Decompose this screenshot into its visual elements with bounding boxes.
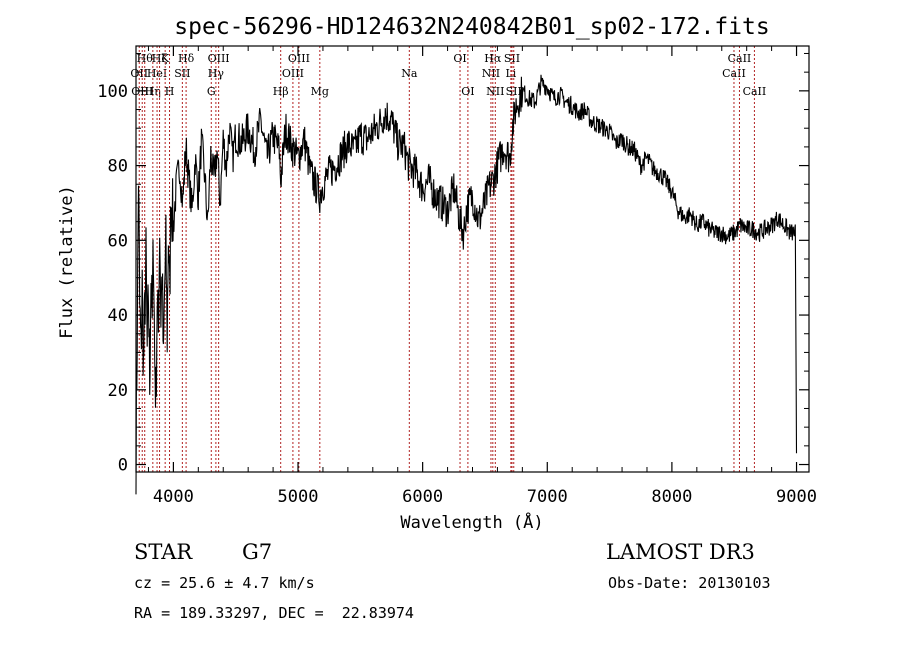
plot-frame [135,45,810,473]
x-tick-label: 9000 [776,487,817,507]
marker-label: Hθ [137,52,154,65]
y-tick-label: 100 [97,82,128,102]
marker-label: CaII [728,52,752,65]
marker-label: H [165,85,175,98]
x-tick-label: 8000 [651,487,692,507]
y-tick-label: 0 [118,456,128,476]
x-axis: 4000 5000 6000 7000 8000 9000 [147,46,817,507]
marker-label: Hα [484,52,502,65]
marker-label: OIII [288,52,310,65]
marker-label: OIII [131,85,153,98]
spectrum-chart: spec-56296-HD124632N240842B01_sp02-172.f… [57,14,817,533]
y-axis-label: Flux (relative) [57,185,77,339]
marker-label: OIII [282,67,304,80]
marker-label: OI [461,85,474,98]
marker-label: OI [453,52,466,65]
marker-label: CaII [722,67,746,80]
x-tick-label: 7000 [527,487,568,507]
y-tick-label: 60 [108,231,128,251]
marker-label: Hη [145,85,161,98]
marker-label: K [161,52,170,65]
spectral-line-markers: OII OIII Hθ Hη HeI HζK H SII Hδ G Hγ OIII Hβ OIII OIII… [130,46,766,472]
marker-label: HeI [147,67,167,80]
marker-label: Mg [311,85,329,98]
x-tick-label: 5000 [278,487,319,507]
y-tick-label: 40 [108,306,128,326]
marker-label: OIII [208,52,230,65]
marker-label: CaII [743,85,767,98]
y-axis: 0 20 40 60 80 100 [97,52,809,476]
spectral-subclass: G7 [242,540,273,564]
chart-title: spec-56296-HD124632N240842B01_sp02-172.f… [174,14,769,40]
marker-label: OII [130,67,148,80]
x-tick-label: 4000 [153,487,194,507]
x-axis-label: Wavelength (Å) [400,511,543,533]
marker-label: NII [486,85,504,98]
marker-label: Hγ [208,67,225,80]
survey-name: LAMOST DR3 [606,540,755,564]
x-tick-label: 6000 [402,487,443,507]
marker-label: SII [174,67,190,80]
radial-velocity: cz = 25.6 ± 4.7 km/s [134,574,315,592]
marker-label: G [207,85,216,98]
marker-label: Hδ [178,52,195,65]
object-type: STAR [134,540,193,564]
y-tick-label: 20 [108,381,128,401]
y-tick-label: 80 [108,157,128,177]
marker-label: Hζ [152,52,168,65]
marker-label: Hβ [273,85,289,98]
sky-coordinates: RA = 189.33297, DEC = 22.83974 [134,604,414,622]
marker-label: SII [504,52,520,65]
marker-label: SII [506,85,522,98]
marker-label: Li [505,67,516,80]
spectrum-series-line [135,74,798,495]
marker-label: Na [401,67,418,80]
observation-date: Obs-Date: 20130103 [608,574,771,592]
marker-label: NII [482,67,500,80]
